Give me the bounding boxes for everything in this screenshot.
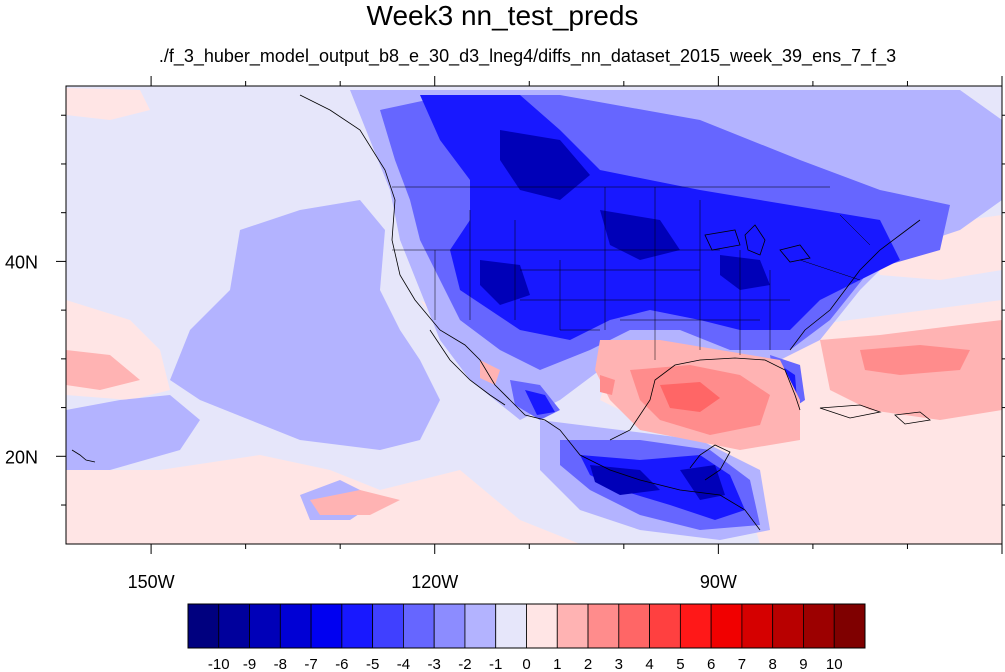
map-frame [65, 85, 1003, 545]
lon-label: 150W [128, 572, 175, 592]
colorbar-swatch [310, 603, 343, 649]
coastlines [71, 94, 931, 531]
colorbar-label: 2 [584, 656, 592, 672]
lat-label: 20N [5, 447, 38, 467]
state-borders [392, 186, 871, 360]
colorbar-label: -4 [397, 656, 410, 672]
colorbar-swatch [341, 603, 374, 649]
negative-deep-regions [480, 130, 770, 500]
colorbar-swatch [649, 603, 681, 649]
colorbar [187, 603, 866, 649]
colorbar-label: 4 [645, 656, 653, 672]
colorbar-label: -1 [489, 656, 502, 672]
colorbar-swatch [495, 603, 527, 649]
lon-label: 120W [411, 572, 458, 592]
colorbar-swatch [187, 603, 220, 649]
colorbar-swatch [249, 603, 281, 649]
colorbar-swatch [464, 603, 497, 649]
contour-field [66, 86, 1002, 544]
colorbar-labels: -10 -9 -8 -7 -6 -5 -4 -3 -2 -1 0 1 2 3 4 5 6 7 8 9 10 [208, 656, 843, 672]
colorbar-label: -7 [304, 656, 317, 672]
colorbar-swatch [433, 603, 466, 649]
colorbar-label: 6 [707, 656, 715, 672]
lat-label: 40N [5, 252, 38, 272]
colorbar-label: -3 [428, 656, 441, 672]
longitude-labels: 150W 120W 90W [128, 572, 737, 592]
colorbar-label: 7 [738, 656, 746, 672]
colorbar-label: 8 [769, 656, 777, 672]
map-subtitle: ./f_3_huber_model_output_b8_e_30_d3_lneg… [158, 46, 897, 66]
colorbar-label: -8 [274, 656, 287, 672]
colorbar-swatch [803, 603, 835, 649]
lon-label: 90W [700, 572, 737, 592]
colorbar-label: -5 [366, 656, 379, 672]
colorbar-swatch [741, 603, 774, 649]
colorbar-swatch [618, 603, 650, 649]
latitude-labels: 40N 20N [5, 252, 38, 467]
colorbar-swatch [279, 603, 312, 649]
colorbar-label: -9 [243, 656, 256, 672]
colorbar-label: -2 [458, 656, 471, 672]
colorbar-swatch [526, 603, 558, 649]
colorbar-swatch [710, 603, 743, 649]
colorbar-swatch [679, 603, 712, 649]
colorbar-label: 5 [676, 656, 684, 672]
map-title: Week3 nn_test_preds [366, 0, 639, 31]
colorbar-swatch [587, 603, 620, 649]
colorbar-label: -6 [335, 656, 348, 672]
colorbar-swatch [833, 603, 866, 649]
colorbar-swatch [218, 603, 250, 649]
colorbar-label: 10 [826, 656, 843, 672]
positive-deep-regions [660, 382, 720, 412]
colorbar-label: -10 [208, 656, 230, 672]
colorbar-label: 1 [553, 656, 561, 672]
colorbar-swatch [372, 603, 404, 649]
colorbar-label: 9 [799, 656, 807, 672]
colorbar-swatch [556, 603, 589, 649]
colorbar-swatch [772, 603, 804, 649]
colorbar-swatch [403, 603, 435, 649]
colorbar-outline [187, 603, 866, 649]
colorbar-label: 0 [522, 656, 530, 672]
colorbar-label: 3 [615, 656, 623, 672]
